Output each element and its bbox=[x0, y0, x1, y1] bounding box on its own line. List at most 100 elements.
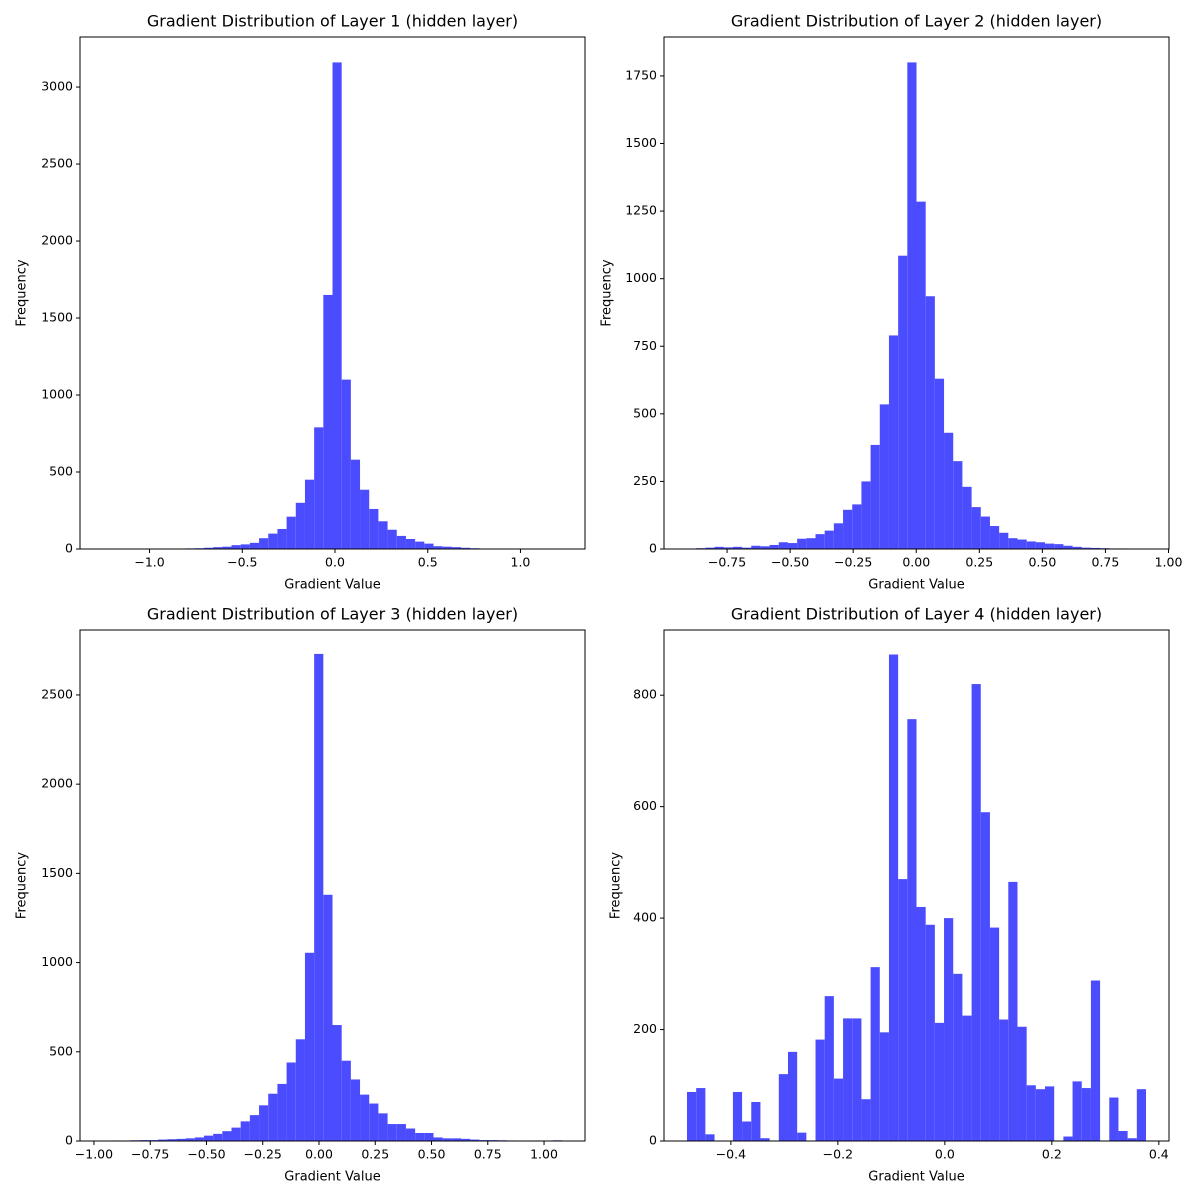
histogram-bar bbox=[332, 1025, 342, 1141]
x-tick-label: −0.75 bbox=[131, 1147, 169, 1162]
y-tick-label: 2000 bbox=[41, 776, 73, 791]
histogram-bar bbox=[732, 1091, 743, 1141]
x-tick-label: −0.25 bbox=[244, 1147, 282, 1162]
histogram-bar bbox=[1090, 980, 1101, 1141]
histogram-bar bbox=[732, 546, 743, 549]
histogram-bar bbox=[824, 996, 834, 1141]
histogram-bar bbox=[314, 653, 324, 1141]
histogram-bar bbox=[461, 547, 471, 549]
histogram-bar bbox=[222, 1131, 232, 1141]
y-tick-label: 500 bbox=[49, 1043, 73, 1058]
histogram-bar bbox=[797, 1132, 807, 1141]
histogram-bar bbox=[714, 546, 724, 549]
histogram-bar bbox=[341, 1060, 351, 1141]
histogram-bar bbox=[286, 516, 296, 549]
y-tick-label: 1500 bbox=[41, 310, 73, 325]
histogram-bar bbox=[705, 547, 715, 549]
histogram-bar bbox=[433, 546, 443, 549]
histogram-bar bbox=[1054, 544, 1064, 549]
histogram-bar bbox=[1017, 1026, 1027, 1141]
histogram-bar bbox=[396, 535, 406, 549]
histogram-bar bbox=[769, 544, 779, 549]
y-tick-label: 800 bbox=[633, 687, 657, 702]
histogram-bar bbox=[1081, 547, 1091, 549]
histogram-bar bbox=[1118, 1130, 1128, 1141]
histogram-bar bbox=[916, 906, 926, 1141]
histogram-bar bbox=[723, 547, 733, 549]
chart-title: Gradient Distribution of Layer 4 (hidden… bbox=[731, 605, 1102, 624]
histogram-bar bbox=[751, 1101, 761, 1141]
histogram-bar bbox=[424, 1132, 434, 1141]
histogram-bar bbox=[323, 894, 333, 1141]
chart-title: Gradient Distribution of Layer 2 (hidden… bbox=[731, 12, 1102, 31]
y-tick-label: 0 bbox=[65, 1133, 73, 1148]
histogram-bar bbox=[806, 538, 816, 549]
histogram-bar bbox=[962, 486, 972, 549]
y-axis-label: Frequency bbox=[15, 852, 30, 919]
histogram-bar bbox=[314, 427, 324, 549]
histogram-bar bbox=[396, 1124, 406, 1141]
x-tick-label: 0.25 bbox=[965, 555, 993, 570]
y-tick-label: 500 bbox=[49, 464, 73, 479]
histogram-bar bbox=[1017, 539, 1027, 549]
x-tick-label: 0.0 bbox=[935, 1147, 955, 1162]
histogram-bar bbox=[268, 1093, 278, 1141]
x-axis-label: Gradient Value bbox=[868, 1170, 964, 1185]
x-tick-label: −0.5 bbox=[227, 555, 257, 570]
histogram-bar bbox=[879, 1032, 889, 1141]
histogram-bar bbox=[387, 1124, 397, 1141]
histogram-bar bbox=[249, 542, 260, 549]
x-axis-label: Gradient Value bbox=[868, 578, 964, 593]
x-tick-label: 0.50 bbox=[418, 1147, 446, 1162]
histogram-bar bbox=[1026, 1085, 1036, 1141]
x-tick-label: −0.4 bbox=[716, 1147, 746, 1162]
histogram-bar bbox=[461, 1138, 471, 1141]
y-tick-label: 400 bbox=[633, 910, 657, 925]
histogram-bar bbox=[916, 201, 926, 550]
histogram-bar bbox=[925, 296, 935, 549]
histogram-bar bbox=[295, 1039, 305, 1141]
x-tick-label: 0.25 bbox=[361, 1147, 389, 1162]
histogram-bar bbox=[470, 1139, 480, 1141]
y-tick-label: 1500 bbox=[625, 135, 657, 150]
histogram-bar bbox=[213, 1133, 223, 1141]
x-tick-label: −1.0 bbox=[134, 555, 164, 570]
histogram-bar bbox=[1063, 545, 1073, 549]
y-tick-label: 250 bbox=[633, 473, 657, 488]
y-tick-label: 1000 bbox=[625, 270, 657, 285]
histogram-bar bbox=[778, 1074, 788, 1141]
histogram-bar bbox=[833, 523, 844, 549]
y-axis-label: Frequency bbox=[600, 259, 615, 326]
histogram-bar bbox=[1035, 542, 1046, 549]
histogram-bar bbox=[687, 1091, 697, 1141]
y-tick-label: 1000 bbox=[41, 387, 73, 402]
axes-frame bbox=[79, 36, 586, 550]
histogram-bar bbox=[1081, 1088, 1091, 1141]
histogram-bar bbox=[760, 1138, 770, 1141]
x-tick-label: 0.0 bbox=[325, 555, 345, 570]
histogram-bar bbox=[861, 1099, 871, 1141]
histogram-bar bbox=[222, 546, 232, 549]
x-tick-label: 0.2 bbox=[1042, 1147, 1062, 1162]
x-tick-label: −0.25 bbox=[834, 555, 872, 570]
histogram-bar bbox=[888, 335, 899, 549]
histogram-bar bbox=[934, 1022, 945, 1141]
histogram-bar bbox=[203, 1135, 214, 1141]
histogram-bar bbox=[742, 547, 752, 549]
y-tick-label: 2500 bbox=[41, 156, 73, 171]
histogram-bar bbox=[286, 1062, 296, 1141]
histogram-bar bbox=[696, 1088, 706, 1141]
y-tick-label: 1250 bbox=[625, 203, 657, 218]
histogram-bar bbox=[879, 404, 889, 549]
histogram-bar bbox=[240, 1121, 250, 1141]
histogram-bar bbox=[962, 1015, 972, 1141]
histogram-bar bbox=[944, 432, 954, 549]
histogram-bar bbox=[240, 544, 250, 549]
x-tick-label: 0.75 bbox=[1092, 555, 1120, 570]
histogram-bar bbox=[350, 459, 361, 549]
x-tick-label: −0.50 bbox=[771, 555, 809, 570]
histogram-bar bbox=[369, 508, 379, 549]
histogram-bar bbox=[1026, 541, 1036, 549]
histogram-bar bbox=[1136, 1089, 1146, 1141]
histogram-bar bbox=[898, 879, 908, 1141]
